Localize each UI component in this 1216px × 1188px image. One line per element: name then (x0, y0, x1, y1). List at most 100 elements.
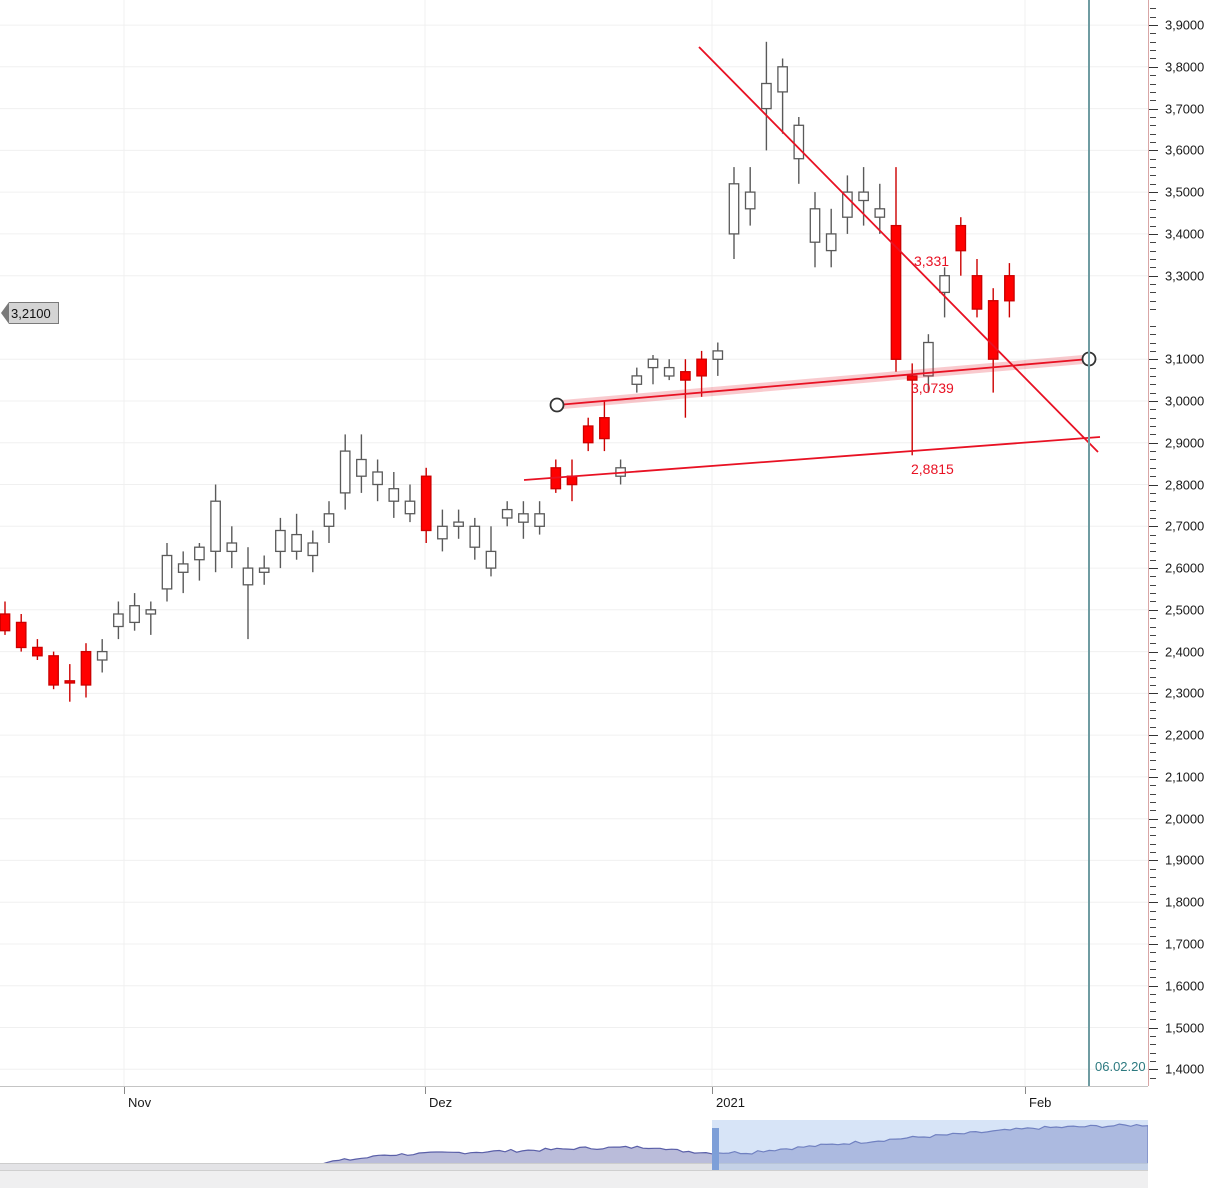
time-axis[interactable]: Nov Dez 2021 Feb (0, 1086, 1148, 1120)
time-tick-label: Dez (429, 1095, 453, 1110)
price-tick-major (1149, 860, 1158, 862)
time-tick (425, 1087, 426, 1094)
price-tick-minor (1150, 284, 1156, 286)
price-tick-minor (1150, 885, 1156, 887)
price-tick-minor (1150, 367, 1156, 369)
price-tick-minor (1150, 334, 1156, 336)
price-tick-minor (1150, 1060, 1156, 1062)
price-tick-minor (1150, 1052, 1156, 1054)
price-tick-minor (1150, 718, 1156, 720)
price-tick-major (1149, 651, 1158, 653)
current-price-badge: 3,2100 (1, 302, 59, 325)
navigator-scroll-strip[interactable] (0, 1163, 1148, 1170)
price-tick-minor (1150, 793, 1156, 795)
price-tick-label: 3,9000 (1165, 17, 1205, 33)
price-tick-label: 2,9000 (1165, 435, 1205, 451)
price-tick-major (1149, 233, 1158, 235)
price-tick-minor (1150, 200, 1156, 202)
time-tick-label: 2021 (716, 1095, 745, 1110)
navigator-selection-window[interactable] (712, 1120, 1148, 1170)
price-tick-label: 2,3000 (1165, 685, 1205, 701)
price-tick-minor (1150, 1077, 1156, 1079)
price-tick-minor (1150, 1035, 1156, 1037)
price-tick-minor (1150, 685, 1156, 686)
price-tick-minor (1150, 760, 1156, 762)
price-tick-minor (1150, 417, 1156, 419)
price-tick-minor (1150, 225, 1156, 227)
price-tick-minor (1150, 676, 1156, 678)
price-tick-minor (1150, 16, 1156, 18)
price-tick-minor (1150, 459, 1156, 461)
price-tick-minor (1150, 1010, 1156, 1012)
price-axis[interactable]: 3,9000 3,8000 3,7000 3,6000 3,5000 3,4000 3,30… (1148, 0, 1216, 1086)
price-tick-label: 3,4000 (1165, 226, 1205, 242)
price-tick-minor (1150, 584, 1156, 586)
price-tick-label: 1,5000 (1165, 1020, 1205, 1036)
price-tick-minor (1150, 292, 1156, 294)
price-tick-minor (1150, 877, 1156, 879)
price-tick-major (1149, 776, 1158, 778)
price-tick-minor (1150, 551, 1156, 553)
grid-layer (0, 0, 1148, 1086)
price-tick-minor (1150, 300, 1156, 302)
price-tick-major (1149, 66, 1158, 68)
price-tick-label: 1,8000 (1165, 894, 1205, 910)
price-tick-minor (1150, 659, 1156, 661)
price-tick-minor (1150, 743, 1156, 745)
vertical-cursor-line[interactable] (1088, 0, 1090, 1086)
price-tick-minor (1150, 267, 1156, 269)
price-tick-major (1149, 484, 1158, 486)
price-tick-major (1149, 359, 1158, 361)
navigator-left-handle[interactable] (712, 1128, 719, 1170)
price-tick-minor (1150, 559, 1156, 561)
price-tick-label: 3,0000 (1165, 393, 1205, 409)
price-tick-major (1149, 1027, 1158, 1029)
price-tick-minor (1150, 710, 1156, 712)
price-tick-minor (1150, 601, 1156, 603)
price-tick-minor (1150, 467, 1156, 469)
price-tick-major (1149, 150, 1158, 152)
price-tick-minor (1150, 451, 1156, 453)
price-tick-minor (1150, 843, 1156, 845)
price-tick-major (1149, 108, 1158, 110)
price-tick-label: 2,8000 (1165, 477, 1205, 493)
price-tick-minor (1150, 492, 1156, 494)
price-tick-label: 2,7000 (1165, 518, 1205, 534)
price-tick-minor (1150, 325, 1156, 327)
price-tick-minor (1150, 342, 1156, 344)
trendline-label-resistance: 3,331 (914, 253, 950, 269)
price-tick-minor (1150, 83, 1156, 85)
price-tick-label: 1,7000 (1165, 936, 1205, 952)
price-tick-minor (1150, 852, 1156, 854)
price-tick-major (1149, 609, 1158, 611)
time-tick (1025, 1087, 1026, 1094)
price-tick-minor (1150, 910, 1156, 912)
price-tick-minor (1150, 1044, 1156, 1046)
trendline-drawings-layer[interactable] (0, 0, 1148, 1086)
price-tick-label: 3,5000 (1165, 184, 1205, 200)
price-tick-minor (1150, 476, 1156, 478)
navigator-overview-chart[interactable] (0, 1120, 1148, 1170)
price-tick-major (1149, 735, 1158, 737)
price-tick-minor (1150, 41, 1156, 43)
price-tick-minor (1150, 918, 1156, 920)
price-tick-minor (1150, 208, 1156, 210)
price-tick-minor (1150, 183, 1156, 185)
price-tick-minor (1150, 91, 1156, 93)
price-tick-minor (1150, 392, 1156, 394)
price-tick-minor (1150, 250, 1156, 252)
price-tick-minor (1150, 309, 1156, 311)
price-tick-minor (1150, 618, 1156, 620)
time-tick-label: Feb (1029, 1095, 1052, 1110)
candlestick-series (0, 41, 1015, 702)
price-tick-minor (1150, 893, 1156, 895)
price-tick-minor (1150, 116, 1156, 118)
price-tick-minor (1150, 868, 1156, 870)
price-tick-minor (1150, 100, 1156, 102)
price-tick-minor (1150, 133, 1156, 135)
price-tick-label: 3,1000 (1165, 351, 1205, 367)
price-tick-minor (1150, 501, 1156, 503)
price-chart-plot-area[interactable] (0, 0, 1148, 1086)
price-tick-minor (1150, 701, 1156, 703)
